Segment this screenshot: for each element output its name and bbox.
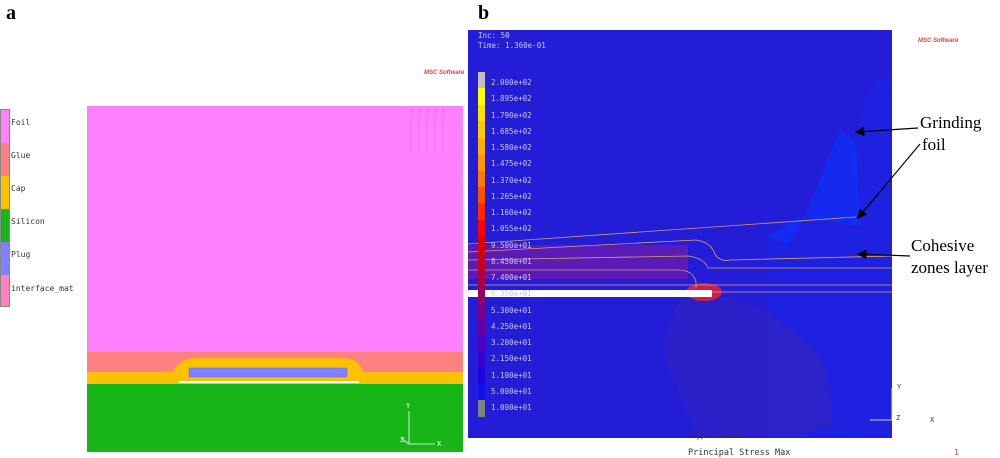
panel-b-letter: b <box>478 2 490 24</box>
scale-label: 4.250e+01 <box>491 321 532 331</box>
scale-label: 8.450e+01 <box>491 256 532 266</box>
interface-line <box>179 381 359 383</box>
annotation-grinding-foil: Grinding foil <box>920 112 981 156</box>
legend-label-silicon: Silicon <box>11 217 45 226</box>
msc-logo-a: MSC Software <box>424 70 465 76</box>
axis-x-b: X <box>930 416 935 424</box>
axis-z-a: Z <box>400 436 405 444</box>
scale-label: 1.580e+02 <box>491 143 532 152</box>
annotation-grinding-line1: Grinding <box>920 113 982 132</box>
axis-triad-a <box>400 411 435 445</box>
scale-label: 9.500e+01 <box>491 240 532 250</box>
scale-cell <box>478 285 485 302</box>
legend-label-plug: Plug <box>11 250 31 259</box>
scale-label: 1.685e+02 <box>491 126 532 136</box>
arrow-grinding-foil-2 <box>857 143 921 219</box>
scale-label: 2.000e+02 <box>491 78 532 87</box>
axis-y-b: Y <box>897 383 902 391</box>
legend-swatch-silicon <box>1 209 9 242</box>
legend-label-foil: Foil <box>11 118 31 127</box>
scale-label: 5.300e+01 <box>491 305 532 315</box>
axis-z-b: Z <box>896 414 901 422</box>
scale-cell <box>478 269 485 286</box>
stress-zone-lower <box>663 292 833 436</box>
hot-zone-band <box>468 245 688 279</box>
plug-block <box>188 367 348 378</box>
foil-region-b <box>768 130 860 244</box>
scale-label: 1.160e+02 <box>491 208 532 217</box>
axis-y-a: Y <box>406 402 411 410</box>
panel-a-letter: a <box>6 2 16 24</box>
material-legend: Foil Glue Cap Silicon Plug interface_mat <box>0 109 74 307</box>
legend-swatch-glue <box>1 143 9 176</box>
scale-cell <box>478 318 485 335</box>
scale-cell <box>478 351 485 368</box>
scale-label: 6.350e+01 <box>491 289 532 299</box>
annotation-grinding-line2: foil <box>922 135 946 154</box>
scale-cell <box>478 72 485 89</box>
legend-label-glue: Glue <box>11 151 31 160</box>
scale-cell <box>478 334 485 352</box>
axis-triad-b <box>870 388 892 421</box>
scale-label: 1.790e+02 <box>491 110 532 120</box>
time-label: Time: 1.360e-01 <box>478 41 546 50</box>
low-stress-region <box>468 30 892 438</box>
annotation-cohesive-line1: Cohesive <box>911 236 975 255</box>
scale-cell <box>478 121 485 138</box>
legend-swatch-interface <box>1 275 9 306</box>
scale-cell <box>478 384 485 401</box>
scale-cell <box>478 252 485 270</box>
legend-swatch-cap <box>1 176 9 209</box>
legend-swatch-foil <box>1 110 9 143</box>
annotation-cohesive-zones: Cohesive zones layer <box>911 235 988 279</box>
footer-number: 1 <box>954 448 959 457</box>
arrow-grinding-foil-1 <box>854 126 919 137</box>
scale-label: 1.100e+01 <box>491 370 532 380</box>
legend-swatch-plug <box>1 242 9 275</box>
scale-label: 1.265e+02 <box>491 191 532 201</box>
scale-cell <box>478 236 485 253</box>
footer-type: Type: stress <box>692 432 743 440</box>
scale-label: 1.895e+02 <box>491 94 532 104</box>
legend-label-cap: Cap <box>11 184 26 193</box>
scale-label: 1.055e+02 <box>491 224 532 234</box>
scale-label: 1.370e+02 <box>491 175 532 185</box>
footer-label: Principal Stress Max <box>688 448 791 458</box>
boundary-arrows <box>407 108 447 154</box>
axis-x-a: X <box>437 440 442 448</box>
annotation-cohesive-line2: zones layer <box>911 258 988 277</box>
bond-interface-line <box>468 290 712 297</box>
scale-cell <box>478 219 485 237</box>
scale-label: 1.000e+01 <box>491 403 532 412</box>
scale-label: 5.000e+01 <box>491 386 532 396</box>
scale-cell <box>478 186 485 204</box>
scale-label: 1.475e+02 <box>491 159 532 169</box>
increment-label: Inc: 50 <box>478 31 510 40</box>
scale-cell <box>478 203 485 220</box>
legend-label-interface: interface_mat <box>11 284 74 293</box>
annotation-arrows <box>854 126 921 260</box>
scale-cell <box>478 137 485 155</box>
scale-cell <box>478 301 485 319</box>
scale-label: 7.400e+01 <box>491 273 532 282</box>
scale-cell <box>478 154 485 171</box>
arrow-cohesive-zones <box>856 249 911 260</box>
cross-section-model-a <box>87 106 463 452</box>
scale-cell <box>478 400 485 417</box>
stress-contour-plot-b <box>468 30 892 438</box>
scale-cell <box>478 104 485 122</box>
scale-cell <box>478 170 485 187</box>
layer-boundary-lines <box>468 216 892 293</box>
scale-cell <box>478 88 485 105</box>
scale-cell <box>478 367 485 385</box>
foil-region <box>87 106 463 352</box>
silicon-layer <box>87 384 463 452</box>
stress-color-scale <box>478 72 485 417</box>
msc-logo-b: MSC Software <box>918 38 959 44</box>
scale-label: 2.150e+01 <box>491 354 532 364</box>
scale-label: 3.200e+01 <box>491 338 532 347</box>
